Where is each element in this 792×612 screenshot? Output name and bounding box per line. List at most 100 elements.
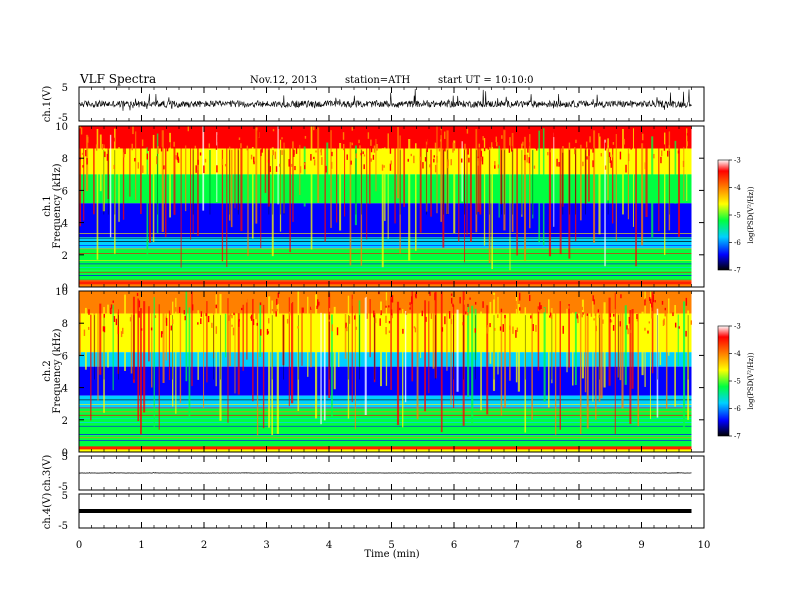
high-psd-speckle bbox=[402, 328, 404, 334]
high-psd-speckle bbox=[419, 156, 421, 161]
high-psd-speckle bbox=[578, 300, 581, 305]
high-psd-speckle bbox=[549, 150, 552, 153]
ch2-spectrogram-xticks bbox=[78, 291, 705, 452]
high-psd-speckle bbox=[245, 296, 248, 303]
high-psd-speckle bbox=[495, 136, 497, 143]
frequency-tick-label: 2 bbox=[62, 416, 68, 427]
high-psd-speckle bbox=[527, 147, 529, 153]
high-psd-speckle bbox=[661, 300, 664, 305]
high-psd-speckle bbox=[95, 144, 98, 151]
high-psd-speckle bbox=[385, 300, 387, 306]
high-psd-speckle bbox=[176, 152, 179, 161]
high-psd-speckle bbox=[499, 326, 502, 331]
high-psd-speckle bbox=[568, 142, 571, 150]
high-psd-speckle bbox=[370, 158, 373, 162]
high-psd-speckle bbox=[113, 164, 115, 169]
high-psd-speckle bbox=[257, 131, 260, 138]
colorbar-1: -3 -4 -5 -6 -7 log(PSD(V²/Hz)) bbox=[717, 157, 755, 275]
high-psd-speckle bbox=[607, 147, 610, 153]
high-psd-speckle bbox=[346, 326, 348, 332]
high-psd-speckle bbox=[95, 294, 98, 298]
high-psd-speckle bbox=[620, 294, 622, 299]
high-psd-speckle bbox=[612, 313, 615, 317]
high-psd-speckle bbox=[240, 307, 243, 311]
high-psd-speckle bbox=[614, 309, 616, 314]
high-psd-speckle bbox=[597, 309, 600, 313]
ch1-spectrogram-panel: 0 2 4 6 8 10 ch.1 Frequency (kHz) bbox=[42, 122, 705, 294]
high-psd-speckle bbox=[425, 316, 427, 322]
high-psd-speckle bbox=[199, 152, 202, 156]
high-psd-speckle bbox=[589, 136, 591, 143]
ch1-spectrogram-channel: ch.1 bbox=[42, 195, 53, 217]
high-psd-speckle bbox=[197, 159, 199, 165]
high-psd-speckle bbox=[519, 307, 521, 311]
ch1-waveform-panel: 5 -5 ch.1(V) bbox=[42, 83, 705, 124]
high-psd-speckle bbox=[413, 155, 415, 164]
colorbar-tick-label: -3 bbox=[734, 323, 741, 331]
high-psd-speckle bbox=[86, 158, 88, 165]
high-psd-speckle bbox=[231, 315, 233, 319]
high-psd-speckle bbox=[436, 155, 438, 163]
high-psd-speckle bbox=[644, 327, 646, 331]
high-psd-speckle bbox=[79, 126, 81, 129]
high-psd-speckle bbox=[595, 325, 597, 332]
high-psd-speckle bbox=[366, 313, 369, 319]
high-psd-speckle bbox=[444, 131, 446, 139]
high-psd-speckle bbox=[481, 156, 484, 162]
high-psd-speckle bbox=[465, 311, 467, 315]
time-tick-label: 8 bbox=[576, 540, 582, 551]
high-psd-speckle bbox=[113, 316, 116, 322]
high-psd-speckle bbox=[424, 294, 427, 299]
high-psd-speckle bbox=[651, 131, 654, 135]
time-tick-label: 6 bbox=[451, 540, 457, 551]
high-psd-speckle bbox=[147, 144, 149, 151]
ch1-xtick-marks bbox=[78, 87, 705, 121]
ch1-waveform-trace bbox=[78, 88, 692, 111]
high-psd-speckle bbox=[494, 161, 496, 169]
ch4-waveform-panel: 5 -5 ch.4(V) bbox=[42, 491, 705, 532]
high-psd-speckle bbox=[577, 315, 579, 324]
high-psd-speckle bbox=[379, 318, 381, 326]
high-psd-speckle bbox=[203, 305, 205, 309]
high-psd-speckle bbox=[385, 315, 387, 323]
high-psd-speckle bbox=[383, 165, 385, 168]
high-psd-speckle bbox=[230, 310, 232, 317]
high-psd-speckle bbox=[593, 318, 595, 321]
high-psd-speckle bbox=[331, 324, 334, 332]
high-psd-speckle bbox=[597, 300, 599, 304]
high-psd-speckle bbox=[434, 142, 437, 149]
high-psd-speckle bbox=[124, 147, 126, 155]
ch1-spectrogram-xticks bbox=[78, 126, 705, 287]
high-psd-speckle bbox=[627, 153, 630, 162]
high-psd-speckle bbox=[586, 313, 589, 316]
high-psd-speckle bbox=[170, 325, 173, 331]
high-psd-speckle bbox=[682, 160, 685, 168]
frequency-tick-label: 2 bbox=[62, 251, 68, 262]
ch3-xtick-marks bbox=[78, 456, 705, 490]
high-psd-speckle bbox=[171, 319, 174, 325]
high-psd-speckle bbox=[103, 141, 105, 149]
ch3-waveform-panel: 5 -5 ch.3(V) bbox=[42, 452, 705, 493]
high-psd-speckle bbox=[221, 158, 224, 166]
high-psd-speckle bbox=[381, 164, 384, 171]
high-psd-speckle bbox=[138, 311, 140, 318]
ch4-xtick-marks bbox=[78, 494, 705, 528]
high-psd-speckle bbox=[528, 157, 530, 164]
high-psd-speckle bbox=[161, 331, 163, 335]
high-psd-speckle bbox=[549, 312, 552, 317]
high-psd-speckle bbox=[165, 318, 168, 326]
time-tick-label: 1 bbox=[138, 540, 144, 551]
high-psd-speckle bbox=[459, 296, 461, 304]
high-psd-speckle bbox=[274, 151, 277, 160]
high-psd-speckle bbox=[276, 298, 278, 305]
high-psd-speckle bbox=[650, 128, 652, 134]
high-psd-speckle bbox=[687, 303, 690, 308]
high-psd-speckle bbox=[451, 297, 453, 304]
high-psd-speckle bbox=[276, 308, 278, 312]
high-psd-speckle bbox=[630, 144, 632, 150]
high-psd-speckle bbox=[414, 327, 417, 333]
high-psd-speckle bbox=[576, 313, 578, 319]
high-psd-speckle bbox=[508, 145, 511, 153]
high-psd-speckle bbox=[256, 127, 258, 131]
high-psd-speckle bbox=[294, 166, 296, 171]
